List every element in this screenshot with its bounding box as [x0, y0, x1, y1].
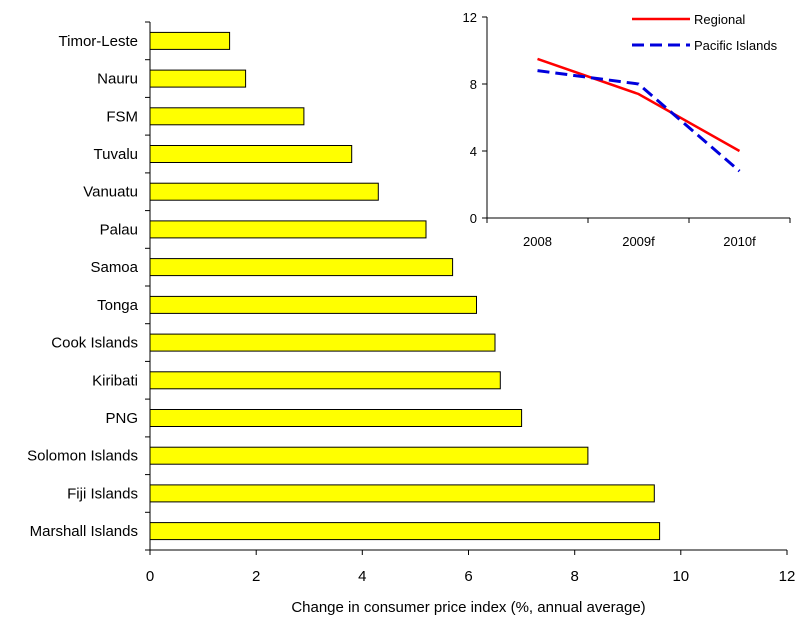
inset-x-tick-label-2010f: 2010f	[723, 234, 756, 249]
inset-legend: Regional Pacific Islands	[632, 12, 778, 53]
bar-palau	[149, 220, 427, 239]
inset-y-tick-label: 0	[470, 211, 477, 226]
category-label-vanuatu: Vanuatu	[83, 184, 138, 201]
value-axis-title: Change in consumer price index (%, annua…	[291, 599, 645, 616]
category-label-tuvalu: Tuvalu	[94, 146, 138, 163]
value-tick-label: 12	[779, 568, 796, 585]
inset-y-axis-ticks: 0 4 8 12	[463, 10, 487, 226]
bar-fiji-islands	[149, 484, 655, 503]
value-tick-label: 6	[464, 568, 472, 585]
inset-y-tick-label: 12	[463, 10, 477, 25]
bar-vanuatu	[149, 182, 379, 201]
category-label-kiribati: Kiribati	[92, 372, 138, 389]
inset-x-tick-label-2008: 2008	[523, 234, 552, 249]
category-label-solomon-islands: Solomon Islands	[27, 448, 138, 465]
bar-samoa	[149, 258, 454, 277]
category-label-palau: Palau	[100, 221, 138, 238]
category-label-fsm: FSM	[106, 108, 138, 125]
inset-x-axis-ticks: 2008 2009f 2010f	[486, 218, 791, 249]
value-tick-label: 0	[146, 568, 154, 585]
inset-y-tick-label: 4	[470, 144, 477, 159]
bar-solomon-islands	[149, 446, 589, 465]
value-tick-label: 10	[672, 568, 689, 585]
category-label-marshall-islands: Marshall Islands	[30, 523, 138, 540]
category-label-timor-leste: Timor-Leste	[59, 33, 138, 50]
bar-kiribati	[149, 371, 501, 390]
bar-png	[149, 409, 523, 427]
bar-tonga	[149, 295, 477, 314]
category-label-png: PNG	[105, 410, 138, 427]
category-labels: Timor-Leste Nauru FSM Tuvalu Vanuatu Palau Sam…	[27, 33, 139, 540]
value-tick-label: 2	[252, 568, 260, 585]
line-pacific-islands	[537, 69, 741, 173]
bars	[149, 31, 661, 541]
inset-series-lines	[537, 57, 741, 173]
category-label-tonga: Tonga	[97, 297, 139, 314]
category-label-samoa: Samoa	[90, 259, 138, 276]
bar-tuvalu	[149, 145, 353, 163]
bar-cook-islands	[149, 333, 496, 352]
bar-fsm	[149, 107, 305, 126]
category-label-cook-islands: Cook Islands	[51, 335, 138, 352]
inflation-trend-inset: 0 4 8 12 2008 2009f 2010f Regional Pacific Isl…	[463, 10, 791, 249]
category-label-fiji-islands: Fiji Islands	[67, 485, 138, 502]
legend-label-regional: Regional	[694, 12, 745, 27]
legend-label-pacific-islands: Pacific Islands	[694, 38, 778, 53]
value-tick-label: 8	[571, 568, 579, 585]
bar-timor-leste	[149, 31, 231, 50]
inset-y-tick-label: 8	[470, 77, 477, 92]
value-axis-ticks: 0 2 4 6 8 10 12	[145, 21, 796, 585]
value-tick-label: 4	[358, 568, 366, 585]
category-label-nauru: Nauru	[97, 71, 138, 88]
bar-nauru	[149, 69, 247, 88]
line-regional	[537, 57, 741, 153]
bar-marshall-islands	[149, 522, 661, 541]
inset-x-tick-label-2009f: 2009f	[622, 234, 655, 249]
cpi-bar-chart: Timor-Leste Nauru FSM Tuvalu Vanuatu Palau Sam…	[27, 21, 796, 616]
